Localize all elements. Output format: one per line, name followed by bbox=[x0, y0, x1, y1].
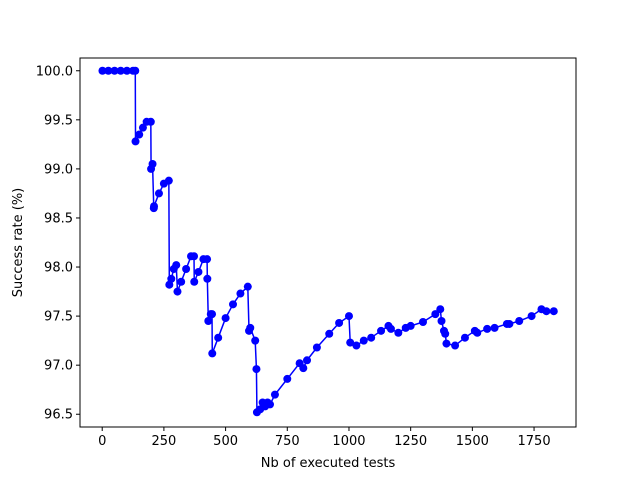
data-point bbox=[110, 66, 119, 75]
data-point bbox=[154, 189, 163, 198]
x-tick-label: 250 bbox=[151, 434, 176, 449]
data-point bbox=[346, 338, 355, 347]
data-point bbox=[252, 365, 261, 374]
data-point bbox=[131, 66, 140, 75]
data-point bbox=[437, 317, 446, 326]
y-axis-label: Success rate (%) bbox=[11, 188, 26, 298]
data-point bbox=[442, 339, 451, 348]
data-point bbox=[367, 333, 376, 342]
data-point bbox=[515, 317, 524, 326]
y-tick-label: 97.5 bbox=[44, 310, 73, 325]
x-tick-label: 1750 bbox=[518, 434, 551, 449]
data-point bbox=[167, 274, 176, 283]
x-axis-label: Nb of executed tests bbox=[261, 456, 396, 471]
data-point bbox=[246, 323, 255, 332]
data-point bbox=[419, 317, 427, 326]
data-point bbox=[542, 307, 551, 316]
x-tick-label: 500 bbox=[213, 434, 238, 449]
data-point bbox=[131, 137, 140, 146]
data-point bbox=[104, 66, 113, 75]
x-tick-label: 1000 bbox=[332, 434, 365, 449]
data-point bbox=[483, 324, 492, 333]
data-point bbox=[208, 310, 217, 319]
data-point bbox=[406, 321, 415, 330]
data-point bbox=[138, 123, 147, 132]
data-point bbox=[146, 117, 155, 126]
data-point bbox=[473, 328, 482, 337]
data-point bbox=[173, 287, 182, 296]
data-point bbox=[98, 66, 107, 75]
data-point bbox=[312, 343, 321, 352]
data-point bbox=[251, 336, 260, 345]
data-point bbox=[441, 329, 450, 338]
data-point bbox=[203, 255, 212, 264]
data-point bbox=[549, 307, 558, 316]
data-point bbox=[460, 333, 469, 342]
data-point bbox=[172, 261, 181, 270]
y-tick-label: 99.5 bbox=[44, 113, 73, 128]
data-point bbox=[527, 312, 536, 321]
data-point bbox=[451, 341, 460, 350]
data-point bbox=[283, 374, 292, 383]
data-point bbox=[335, 318, 344, 327]
data-point bbox=[214, 333, 223, 342]
data-point bbox=[177, 277, 186, 286]
data-point bbox=[164, 176, 173, 185]
x-tick-label: 0 bbox=[98, 434, 106, 449]
y-tick-label: 99.0 bbox=[44, 162, 73, 177]
data-point bbox=[190, 252, 199, 261]
axes-frame bbox=[79, 57, 577, 428]
data-point bbox=[150, 202, 159, 211]
data-point bbox=[221, 314, 230, 323]
x-axis-ticks: 0 250 500 750 1000 1250 1500 1750 bbox=[98, 427, 551, 449]
data-point bbox=[377, 326, 386, 335]
data-point bbox=[194, 267, 203, 276]
data-point bbox=[135, 130, 144, 139]
y-tick-label: 96.5 bbox=[44, 408, 73, 423]
data-point bbox=[359, 336, 368, 345]
data-point bbox=[270, 390, 279, 399]
data-point bbox=[203, 274, 212, 283]
data-series bbox=[98, 66, 558, 417]
data-point bbox=[116, 66, 125, 75]
x-tick-label: 1500 bbox=[456, 434, 489, 449]
x-tick-label: 750 bbox=[275, 434, 300, 449]
data-point bbox=[208, 349, 217, 358]
data-point bbox=[394, 328, 403, 337]
data-point bbox=[122, 66, 131, 75]
x-tick-label: 1250 bbox=[394, 434, 427, 449]
data-point bbox=[431, 310, 440, 319]
data-point bbox=[229, 300, 237, 309]
data-point bbox=[266, 400, 275, 409]
data-point bbox=[182, 265, 191, 273]
data-point bbox=[352, 341, 361, 350]
data-point bbox=[303, 356, 312, 365]
data-point bbox=[243, 282, 252, 291]
y-tick-label: 97.0 bbox=[44, 359, 73, 374]
y-tick-label: 100.0 bbox=[36, 64, 73, 79]
data-point bbox=[344, 312, 353, 321]
data-point bbox=[386, 324, 395, 333]
y-tick-label: 98.0 bbox=[44, 261, 73, 276]
data-point bbox=[325, 329, 334, 338]
y-axis-ticks: 96.5 97.0 97.5 98.0 98.5 99.0 99.5 100.0 bbox=[36, 64, 80, 423]
data-point bbox=[148, 159, 157, 168]
y-tick-label: 98.5 bbox=[44, 211, 73, 226]
data-point bbox=[505, 319, 514, 328]
data-point bbox=[299, 364, 308, 373]
data-point bbox=[190, 277, 199, 286]
data-point bbox=[236, 289, 245, 298]
data-point bbox=[490, 323, 499, 332]
data-point bbox=[436, 305, 445, 314]
data-point bbox=[204, 317, 213, 326]
